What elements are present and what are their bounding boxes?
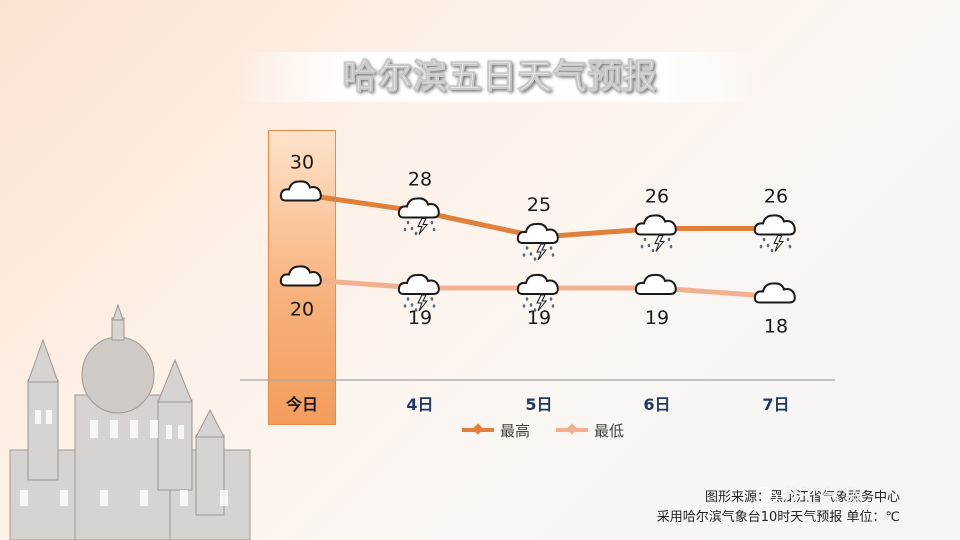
weather-icon-cloudy — [634, 273, 677, 295]
chart-legend: 最高 最低 — [462, 420, 650, 440]
footer-source: 图形来源：黑龙江省气象服务中心 — [704, 490, 900, 505]
data-label-high: 26 — [645, 186, 669, 208]
legend-swatch-high — [462, 428, 494, 432]
x-tick-label: 7日 — [762, 395, 789, 414]
weather-icon-thunder-rain — [516, 273, 559, 312]
footer: 图形来源：黑龙江省气象服务中心 采用哈尔滨气象台10时天气预报 单位：℃ — [657, 488, 900, 528]
data-label-high: 30 — [290, 152, 314, 174]
legend-item-low: 最低 — [556, 420, 624, 441]
weather-icon-thunder-rain — [753, 214, 796, 253]
legend-label-low: 最低 — [594, 421, 625, 440]
legend-swatch-low — [556, 428, 589, 432]
title-band — [235, 52, 765, 102]
data-label-high: 26 — [764, 186, 788, 208]
watermark: 龙江气象 — [780, 486, 864, 510]
weather-icon-cloudy — [753, 282, 796, 304]
church-illustration — [9, 303, 251, 540]
weather-icon-cloudy — [279, 180, 322, 202]
data-label-low: 19 — [527, 307, 551, 329]
data-label-high: 25 — [527, 194, 551, 216]
weather-icon-thunder-rain — [634, 214, 677, 253]
data-label-high: 28 — [408, 169, 432, 191]
x-tick-label: 今日 — [285, 395, 318, 414]
legend-label-high: 最高 — [500, 421, 531, 440]
data-label-low: 19 — [645, 307, 669, 329]
data-label-low: 19 — [408, 307, 432, 329]
weather-icon-thunder-rain — [516, 222, 559, 261]
data-label-low: 18 — [764, 316, 788, 338]
footer-note: 采用哈尔滨气象台10时天气预报 单位：℃ — [656, 510, 900, 525]
x-tick-label: 6日 — [643, 395, 670, 414]
data-label-low: 20 — [290, 299, 314, 321]
weather-icon-thunder-rain — [397, 273, 440, 312]
weather-icon-cloudy — [279, 265, 322, 287]
legend-item-high: 最高 — [462, 420, 530, 441]
wechat-icon — [756, 486, 778, 503]
weather-icon-thunder-rain — [397, 197, 440, 236]
x-tick-label: 4日 — [406, 395, 433, 414]
x-tick-label: 5日 — [525, 395, 552, 414]
page-title: 哈尔滨五日天气预报 — [342, 57, 658, 98]
